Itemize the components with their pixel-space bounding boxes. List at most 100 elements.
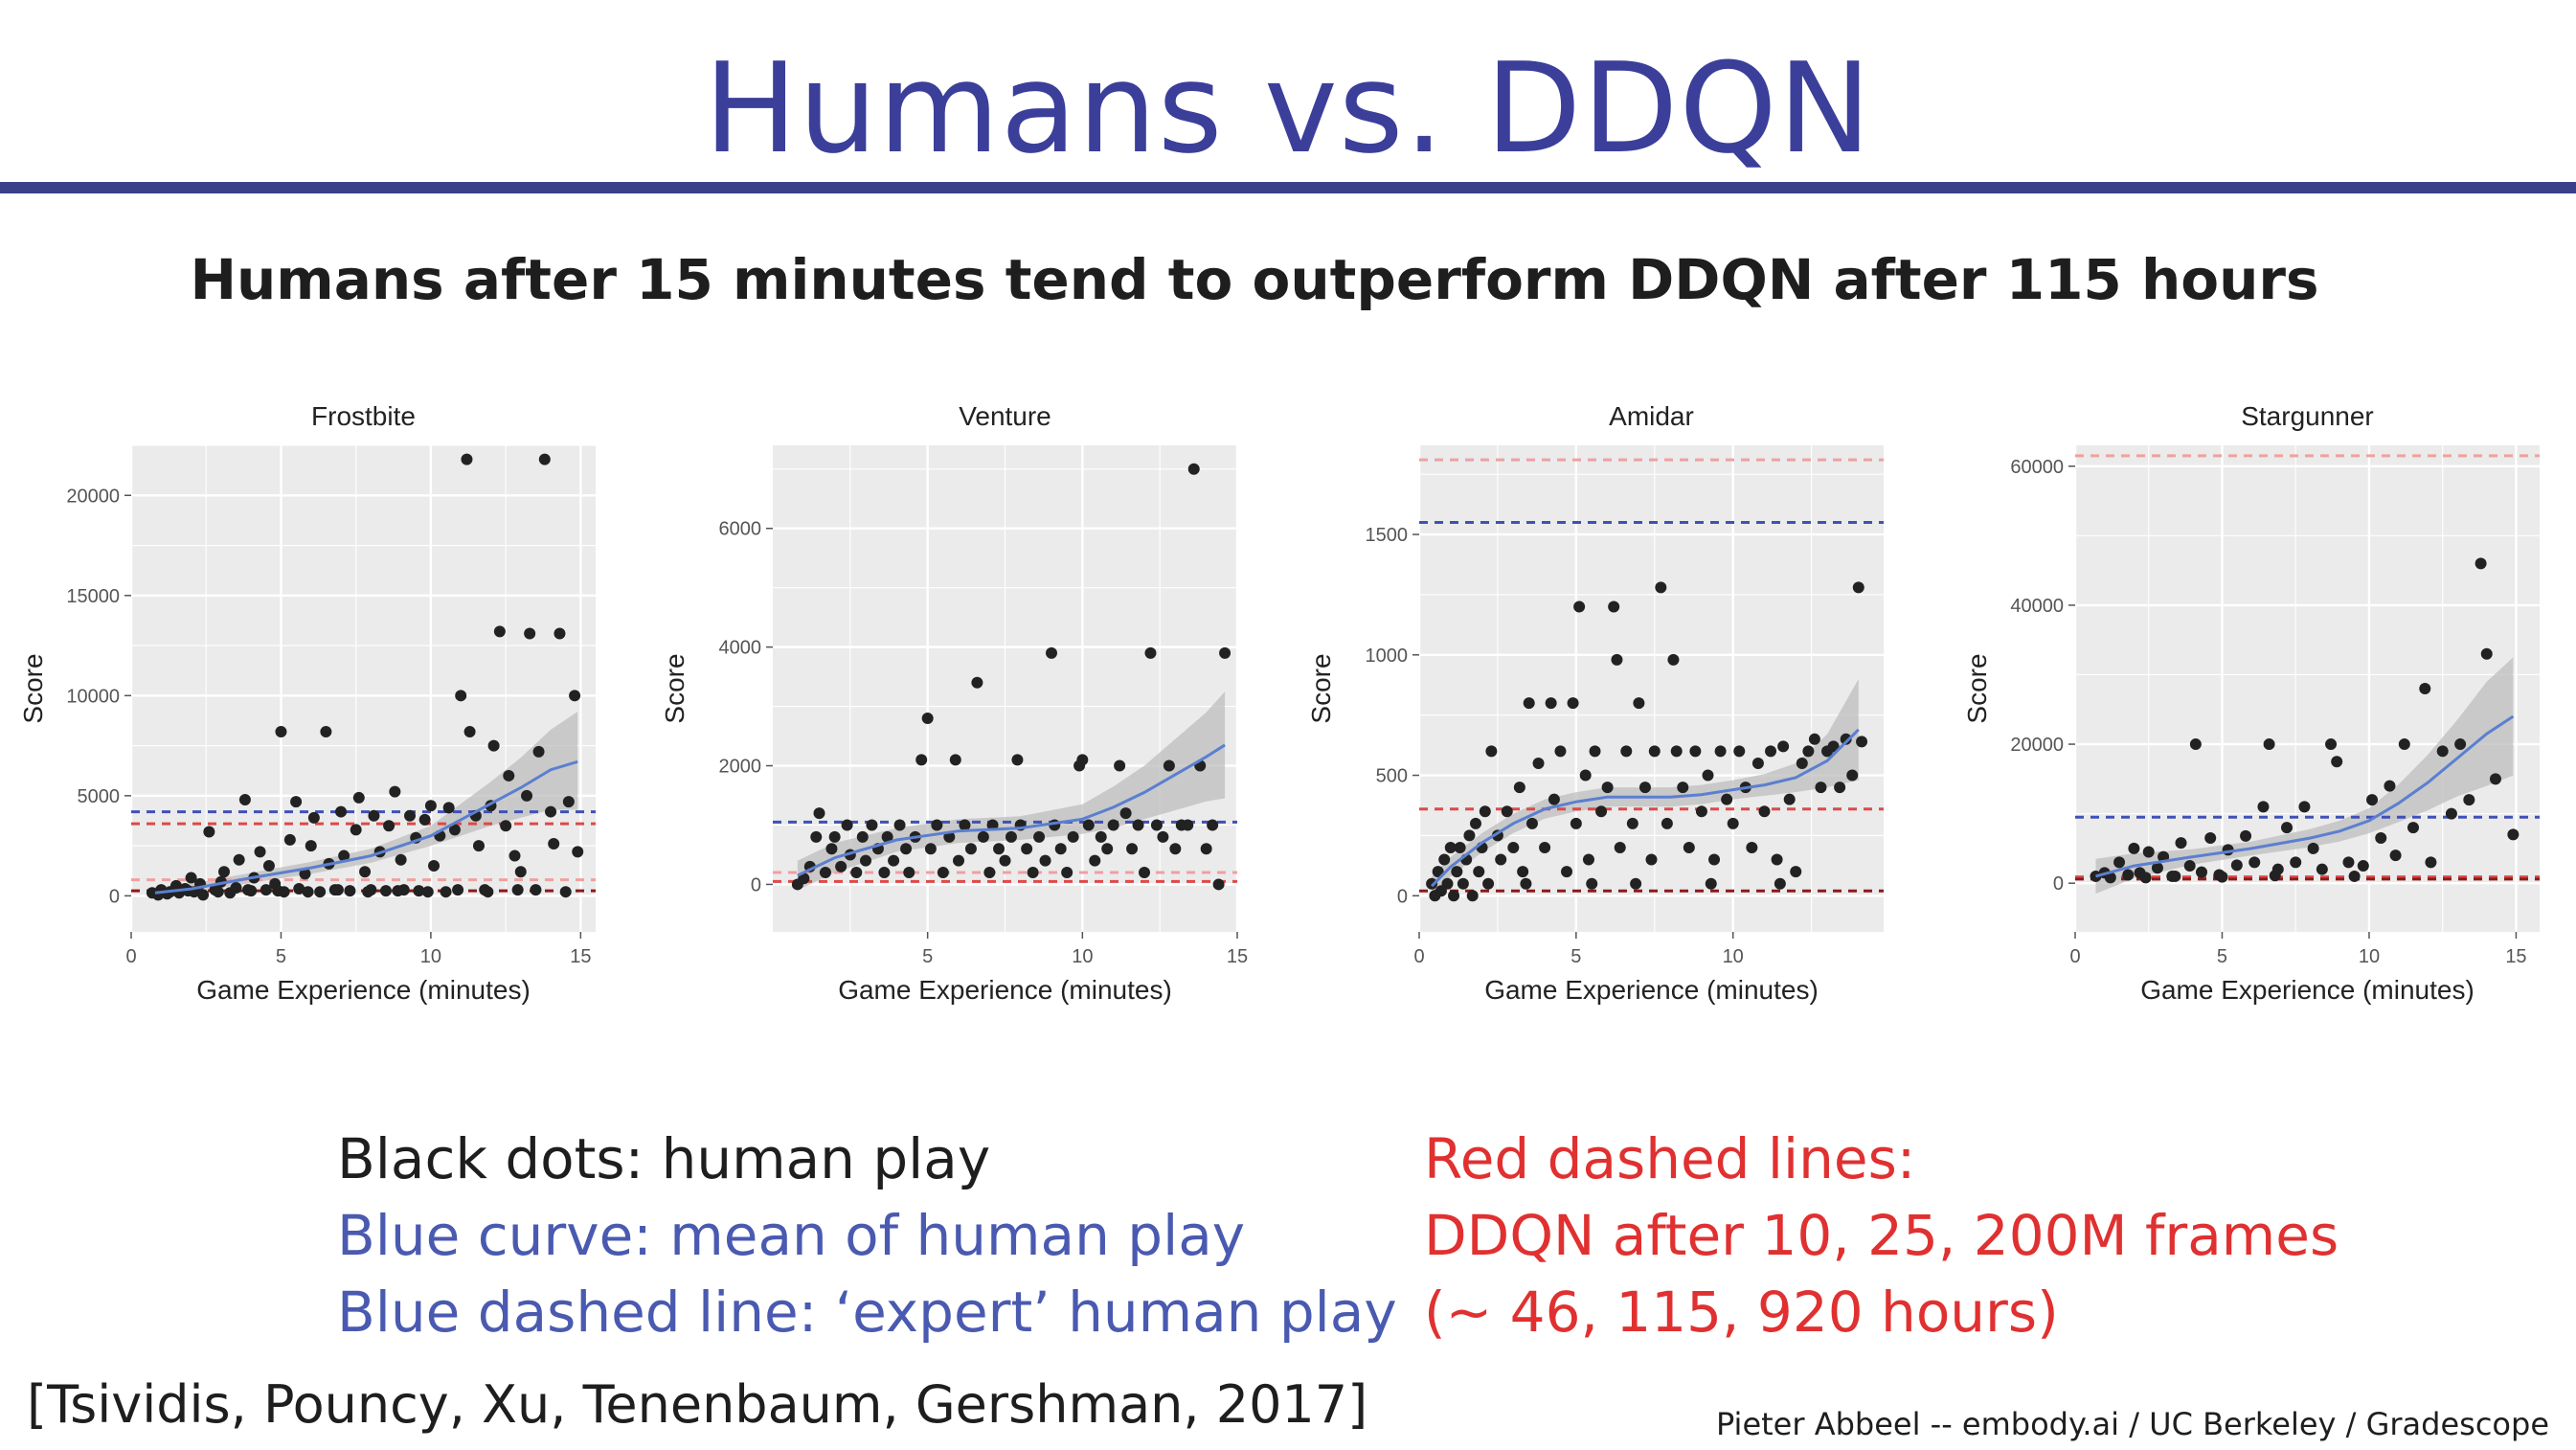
human-play-point	[379, 885, 392, 897]
x-tick-label: 10	[420, 946, 441, 967]
mean-curve	[2095, 714, 2515, 878]
y-tick-label: 10000	[66, 686, 120, 707]
human-play-point	[463, 725, 476, 737]
human-play-point	[203, 826, 215, 838]
human-play-point	[2104, 872, 2116, 884]
plot-background	[1419, 445, 1884, 932]
human-play-point	[572, 846, 584, 858]
human-play-point	[1451, 866, 1463, 878]
human-play-point	[424, 800, 437, 812]
human-play-point	[819, 867, 831, 879]
human-play-point	[1620, 745, 1633, 758]
human-play-point	[1067, 830, 1079, 843]
human-play-point	[511, 884, 524, 896]
stargunner-chart-panel: Stargunner 0 5 10 15 0 20000 40000 60000 Game Exp…	[1954, 400, 2547, 1013]
human-play-point	[1645, 853, 1658, 866]
human-play-point	[1095, 830, 1107, 843]
x-tick-label: 15	[570, 946, 591, 967]
y-tick-label: 0	[109, 886, 120, 907]
human-play-point	[993, 843, 1006, 855]
human-play-point	[1438, 853, 1451, 866]
confidence-band	[797, 691, 1226, 891]
human-play-point	[1200, 843, 1212, 855]
human-play-point	[2474, 557, 2487, 570]
human-play-point	[1132, 819, 1144, 831]
mean-curve	[1431, 728, 1860, 888]
human-play-point	[1101, 843, 1114, 855]
x-tick-label: 5	[2217, 946, 2227, 967]
human-play-point	[2269, 870, 2281, 882]
human-play-point	[1626, 817, 1638, 829]
human-play-point	[1532, 757, 1545, 769]
y-tick-label: 60000	[2010, 457, 2064, 478]
human-play-point	[1076, 754, 1089, 766]
human-play-point	[1157, 830, 1169, 843]
human-play-point	[1834, 782, 1846, 794]
venture-chart: Venture 5 10 15 0 2000 4000 6000 Game Experience…	[660, 401, 1248, 1005]
y-tick-label: 1500	[1366, 525, 1409, 546]
human-play-point	[275, 725, 287, 737]
human-play-point	[1601, 782, 1614, 794]
human-play-point	[2445, 807, 2457, 820]
x-axis-label: Game Experience (minutes)	[838, 975, 1172, 1005]
human-play-point	[514, 866, 527, 878]
human-play-point	[569, 690, 581, 702]
x-tick-label: 0	[1413, 946, 1424, 967]
mean-curve	[154, 759, 578, 895]
human-play-point	[1517, 866, 1529, 878]
y-axis-label: Score	[18, 653, 48, 723]
human-play-point	[2204, 832, 2217, 845]
human-play-point	[1163, 759, 1175, 772]
human-play-point	[2183, 860, 2196, 872]
human-play-point	[2248, 856, 2261, 869]
human-play-point	[1054, 843, 1067, 855]
human-play-point	[1039, 854, 1051, 867]
human-play-point	[2507, 828, 2520, 841]
human-play-point	[850, 867, 863, 879]
human-play-point	[825, 843, 838, 855]
note-blue-dashed: Blue dashed line: ‘expert’ human play	[337, 1280, 1397, 1345]
human-play-point	[548, 838, 560, 850]
human-play-point	[1463, 829, 1476, 842]
y-axis-label: Score	[660, 653, 689, 723]
human-play-point	[2316, 863, 2328, 875]
y-axis-label: Score	[1962, 653, 1992, 723]
x-tick-label: 10	[1723, 946, 1744, 967]
human-play-point	[283, 833, 296, 846]
human-play-point	[344, 885, 356, 897]
human-play-point	[1856, 736, 1868, 748]
human-play-point	[1573, 600, 1586, 613]
human-play-point	[1207, 819, 1219, 831]
y-tick-label: 4000	[719, 638, 762, 659]
human-play-point	[841, 819, 853, 831]
human-play-point	[1473, 866, 1485, 878]
human-play-point	[521, 789, 533, 802]
human-play-point	[1539, 841, 1551, 853]
human-play-point	[2113, 856, 2126, 869]
human-play-point	[1695, 805, 1707, 818]
human-play-point	[2195, 866, 2207, 878]
human-play-point	[921, 712, 934, 724]
human-play-point	[1608, 600, 1620, 613]
human-play-point	[2175, 837, 2187, 850]
amidar-chart-panel: Amidar 0 5 10 0 500 1000 1500 Game Experience (m…	[1298, 400, 1891, 1013]
human-play-point	[1827, 740, 1840, 753]
x-tick-label: 10	[2359, 946, 2380, 967]
human-play-point	[368, 809, 380, 822]
human-play-point	[1655, 581, 1667, 594]
amidar-chart: Amidar 0 5 10 0 500 1000 1500 Game Experience (m…	[1306, 401, 1884, 1005]
human-play-point	[1567, 697, 1579, 710]
human-play-point	[452, 884, 464, 896]
human-play-point	[2463, 794, 2475, 806]
human-play-point	[545, 805, 557, 818]
x-tick-label: 10	[1072, 946, 1093, 967]
human-play-point	[1840, 733, 1852, 745]
y-axis-label: Score	[1306, 653, 1336, 723]
human-play-point	[1689, 745, 1702, 758]
human-play-point	[482, 886, 494, 898]
human-play-point	[1670, 745, 1683, 758]
human-play-point	[1114, 759, 1126, 772]
human-play-point	[1513, 782, 1525, 794]
human-play-point	[1561, 866, 1573, 878]
human-play-point	[866, 819, 878, 831]
